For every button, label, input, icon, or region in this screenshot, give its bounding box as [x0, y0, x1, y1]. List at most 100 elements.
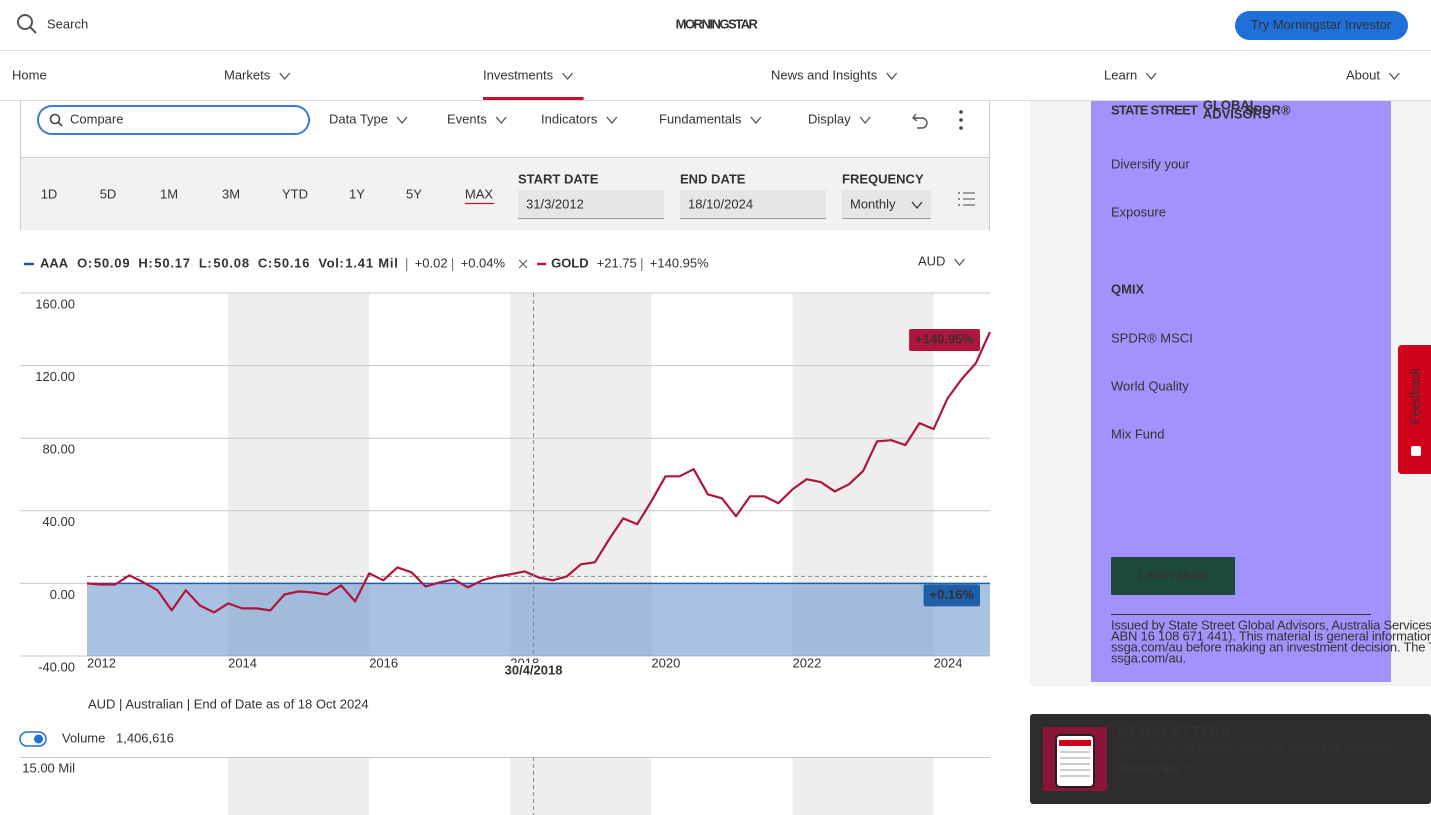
y-tick-label: 160.00 — [35, 296, 75, 311]
y-tick-label: 0.00 — [50, 587, 75, 602]
chevron — [1145, 72, 1157, 81]
ad-fund: Mix Fund — [1111, 426, 1164, 441]
y-tick-label: 40.00 — [42, 514, 75, 529]
chevron — [1388, 72, 1400, 81]
more-button[interactable] — [959, 110, 963, 114]
toolbar-menu[interactable]: Indicators — [541, 111, 598, 126]
feedback-icon — [1411, 446, 1421, 456]
x-tick-label: 2020 — [651, 655, 680, 670]
cta-label[interactable]: Try Morningstar Investor — [1251, 17, 1392, 32]
year-band — [510, 757, 652, 815]
ad-brand-sub: GLOBAL — [1203, 97, 1258, 112]
toolbar-menu[interactable]: Events — [447, 111, 487, 126]
end-label-text: +140.95% — [915, 331, 974, 346]
toolbar-menu[interactable]: Fundamentals — [659, 111, 742, 126]
date-input[interactable] — [518, 190, 664, 219]
ad-button-label[interactable]: Learn More — [1138, 567, 1208, 582]
range-button[interactable]: MAX — [465, 186, 494, 201]
ad-fund: World Quality — [1111, 378, 1189, 393]
range-button[interactable]: YTD — [282, 186, 308, 201]
ad-disclaimer: ABN 16 108 671 441). This material is ge… — [1111, 628, 1431, 643]
compare-placeholder: Compare — [70, 111, 123, 126]
newsletter-link[interactable]: Subscribe > — [1118, 760, 1192, 775]
compare-input[interactable] — [37, 105, 310, 135]
nav-item[interactable]: Markets — [224, 67, 271, 82]
chevron — [495, 116, 507, 125]
more-button[interactable] — [959, 118, 963, 122]
volume-tick-label: 15.00 Mil — [22, 760, 75, 775]
date-input[interactable] — [680, 190, 826, 219]
x-tick-label: 2014 — [228, 655, 257, 670]
range-button[interactable]: 5D — [100, 186, 117, 201]
more-button[interactable] — [959, 126, 963, 130]
range-button[interactable]: 1D — [41, 186, 58, 201]
newsletter-phone-bar — [1059, 740, 1091, 746]
currency-select[interactable]: AUD — [918, 253, 945, 268]
chevron — [886, 72, 898, 81]
date-value: 18/10/2024 — [688, 196, 753, 211]
x-tick-label: 2022 — [792, 655, 821, 670]
ad-disclaimer: Issued by State Street Global Advisors, … — [1111, 617, 1431, 632]
range-button[interactable]: 3M — [222, 186, 240, 201]
chevron — [859, 116, 871, 125]
newsletter-text: Stay on top of market news for Individua… — [1118, 740, 1397, 755]
remove-series[interactable] — [518, 259, 528, 269]
crosshair-label: 30/4/2018 — [505, 662, 563, 677]
range-button[interactable]: 1Y — [349, 186, 365, 201]
chevron — [396, 116, 408, 125]
chevron — [953, 258, 965, 267]
list-icon — [958, 204, 960, 206]
y-tick-label: 80.00 — [42, 442, 75, 457]
volume-toggle-knob[interactable] — [34, 734, 43, 744]
ad-headline: Diversify your — [1111, 156, 1190, 171]
ad-ticker: QMIX — [1111, 281, 1145, 296]
legend-name: GOLD — [551, 255, 589, 270]
nav-item[interactable]: News and Insights — [771, 67, 878, 82]
range-button[interactable]: 1M — [160, 186, 178, 201]
quote-key: L: — [199, 255, 212, 270]
feedback-label[interactable]: Feedback — [1407, 367, 1422, 425]
nav-item[interactable]: Investments — [483, 67, 554, 82]
newsletter-phone — [1055, 734, 1095, 788]
nav-item[interactable]: Home — [12, 67, 47, 82]
search[interactable]: Search — [47, 16, 88, 31]
chevron — [606, 116, 618, 125]
date-input[interactable] — [842, 190, 931, 219]
cta-button[interactable] — [1235, 11, 1408, 40]
end-label-bg — [923, 584, 980, 607]
date-value: 31/3/2012 — [526, 196, 584, 211]
x-tick-label: 2024 — [934, 655, 963, 670]
range-button[interactable]: 5Y — [406, 186, 422, 201]
compare-icon — [49, 113, 61, 125]
year-band — [228, 757, 370, 815]
legend-change: +0.02 — [415, 255, 448, 270]
ad-disclaimer: ssga.com/au before making an investment … — [1111, 639, 1431, 654]
logo[interactable]: MORNINGSTAR — [676, 16, 760, 31]
chevron — [750, 116, 762, 125]
legend-name: AAA — [40, 255, 69, 270]
y-tick-label: -40.00 — [38, 659, 75, 674]
chevron — [911, 201, 923, 210]
quote-key: C: — [258, 255, 273, 270]
end-label-bg — [909, 329, 980, 352]
undo-button[interactable] — [912, 113, 928, 129]
crosshair-label-bg — [503, 663, 564, 679]
nav-item[interactable]: Learn — [1104, 67, 1137, 82]
nav-item[interactable]: About — [1346, 67, 1380, 82]
nav-active-underline — [483, 97, 584, 100]
feedback-tab[interactable] — [1398, 345, 1431, 474]
newsletter-kicker: NEWSLETTERS — [1118, 723, 1232, 738]
ad-button[interactable] — [1111, 557, 1235, 595]
toolbar-menu[interactable]: Data Type — [329, 111, 388, 126]
quote-value: 50.17 — [154, 255, 191, 270]
newsletter[interactable] — [1030, 714, 1431, 804]
search-icon — [17, 14, 33, 30]
compare-icon — [57, 121, 63, 127]
footnote: AUD | Australian | End of Date as of 18 … — [88, 696, 369, 711]
ad-brand: STATE STREET — [1111, 102, 1198, 117]
range-bar — [21, 158, 989, 230]
x-tick-label: 2012 — [87, 655, 116, 670]
toolbar-menu[interactable]: Display — [808, 111, 851, 126]
ad-brand-fund: SPDR® — [1245, 102, 1291, 117]
